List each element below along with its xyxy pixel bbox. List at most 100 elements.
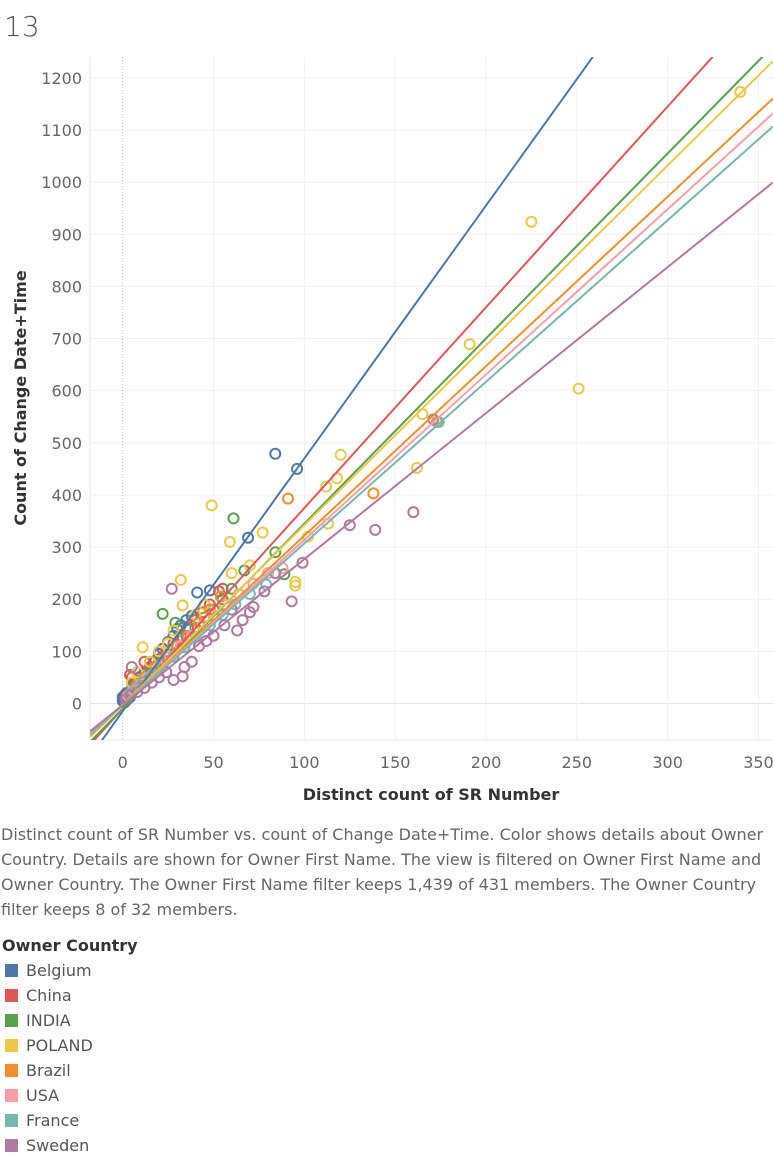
trend-line-china[interactable]: [90, 0, 773, 745]
legend-label: POLAND: [26, 1036, 93, 1055]
data-point-poland[interactable]: [572, 382, 585, 395]
data-point-poland[interactable]: [167, 624, 180, 637]
legend-swatch: [5, 1114, 18, 1127]
data-point-belgium[interactable]: [269, 447, 282, 460]
data-point-china[interactable]: [138, 655, 151, 668]
legend-item-usa[interactable]: USA: [2, 1083, 138, 1108]
data-point-poland[interactable]: [463, 338, 476, 351]
data-point-india[interactable]: [216, 593, 229, 606]
trend-lines: [90, 0, 773, 757]
legend-label: USA: [26, 1086, 60, 1105]
data-point-sweden[interactable]: [218, 619, 231, 632]
data-point-sweden[interactable]: [258, 585, 271, 598]
data-point-sweden[interactable]: [167, 674, 180, 687]
y-tick-label: 600: [51, 382, 82, 401]
data-point-poland[interactable]: [205, 499, 218, 512]
legend-swatch: [5, 1089, 18, 1102]
tick-labels: 0100200300400500600700800900100011001200…: [41, 69, 773, 772]
data-point-belgium[interactable]: [242, 531, 255, 544]
data-point-sweden[interactable]: [407, 506, 420, 519]
data-point-sweden[interactable]: [285, 595, 298, 608]
data-point-brazil[interactable]: [281, 492, 294, 505]
trend-line-usa[interactable]: [90, 112, 773, 736]
y-tick-label: 100: [51, 642, 82, 661]
data-point-poland[interactable]: [320, 480, 333, 493]
y-tick-label: 500: [51, 434, 82, 453]
trend-line-france[interactable]: [90, 125, 773, 735]
data-point-poland[interactable]: [525, 215, 538, 228]
legend-swatch: [5, 1039, 18, 1052]
axes: [89, 57, 773, 741]
legend-item-brazil[interactable]: Brazil: [2, 1058, 138, 1083]
data-point-sweden[interactable]: [178, 661, 191, 674]
data-point-poland[interactable]: [734, 85, 747, 98]
data-point-india[interactable]: [169, 616, 182, 629]
legend-label: Sweden: [26, 1136, 90, 1155]
data-point-poland[interactable]: [136, 641, 149, 654]
x-tick-label: 200: [471, 753, 502, 772]
data-point-brazil[interactable]: [367, 487, 380, 500]
data-point-poland[interactable]: [174, 573, 187, 586]
data-point-sweden[interactable]: [343, 519, 356, 532]
data-point-india[interactable]: [227, 512, 240, 525]
trend-line-poland[interactable]: [90, 60, 773, 739]
legend-swatch: [5, 989, 18, 1002]
legend-title: Owner Country: [2, 936, 138, 955]
legend-item-china[interactable]: China: [2, 983, 138, 1008]
y-tick-label: 1000: [41, 173, 82, 192]
data-point-sweden[interactable]: [243, 606, 256, 619]
trend-line-brazil[interactable]: [90, 97, 773, 737]
data-point-poland[interactable]: [176, 599, 189, 612]
data-point-india[interactable]: [156, 607, 169, 620]
data-point-poland[interactable]: [334, 448, 347, 461]
legend-item-france[interactable]: France: [2, 1108, 138, 1133]
data-point-sweden[interactable]: [236, 614, 249, 627]
legend-label: INDIA: [26, 1011, 71, 1030]
chart-caption: Distinct count of SR Number vs. count of…: [1, 825, 764, 919]
y-tick-label: 900: [51, 225, 82, 244]
x-tick-label: 100: [289, 753, 320, 772]
legend-item-sweden[interactable]: Sweden: [2, 1133, 138, 1158]
legend-label: Belgium: [26, 961, 92, 980]
data-point-sweden[interactable]: [296, 556, 309, 569]
y-tick-label: 0: [72, 695, 82, 714]
data-point-poland[interactable]: [256, 526, 269, 539]
y-tick-label: 700: [51, 330, 82, 349]
legend-label: France: [26, 1111, 80, 1130]
data-point-india[interactable]: [269, 546, 282, 559]
data-point-poland[interactable]: [243, 559, 256, 572]
data-point-belgium[interactable]: [191, 586, 204, 599]
data-point-sweden[interactable]: [231, 624, 244, 637]
legend-swatch: [5, 1014, 18, 1027]
trend-line-india[interactable]: [90, 46, 773, 742]
y-axis-title: Count of Change Date+Time: [11, 270, 30, 526]
legend-items: Belgium China INDIA POLAND Brazil USA France Sw…: [2, 958, 138, 1158]
legend-label: Brazil: [26, 1061, 71, 1080]
x-axis-title: Distinct count of SR Number: [303, 785, 560, 804]
y-tick-label: 400: [51, 486, 82, 505]
legend-item-india[interactable]: INDIA: [2, 1008, 138, 1033]
data-point-poland[interactable]: [410, 461, 423, 474]
data-point-poland[interactable]: [289, 576, 302, 589]
data-point-poland[interactable]: [289, 579, 302, 592]
page-number: 13: [4, 10, 40, 43]
data-points: [116, 85, 747, 709]
trend-line-belgium[interactable]: [90, 0, 773, 757]
data-point-sweden[interactable]: [369, 523, 382, 536]
legend-label: China: [26, 986, 72, 1005]
legend-item-belgium[interactable]: Belgium: [2, 958, 138, 983]
data-point-sweden[interactable]: [165, 582, 178, 595]
legend-item-poland[interactable]: POLAND: [2, 1033, 138, 1058]
legend: Owner Country Belgium China INDIA POLAND Bra…: [2, 934, 138, 1158]
data-point-china[interactable]: [196, 606, 209, 619]
data-point-belgium[interactable]: [291, 462, 304, 475]
data-point-poland[interactable]: [225, 567, 238, 580]
data-point-sweden[interactable]: [125, 661, 138, 674]
x-tick-label: 0: [118, 753, 128, 772]
data-point-china[interactable]: [123, 668, 136, 681]
trend-line-sweden[interactable]: [90, 181, 773, 733]
data-point-poland[interactable]: [223, 535, 236, 548]
x-tick-label: 300: [652, 753, 683, 772]
x-tick-label: 150: [380, 753, 411, 772]
data-point-sweden[interactable]: [192, 640, 205, 653]
